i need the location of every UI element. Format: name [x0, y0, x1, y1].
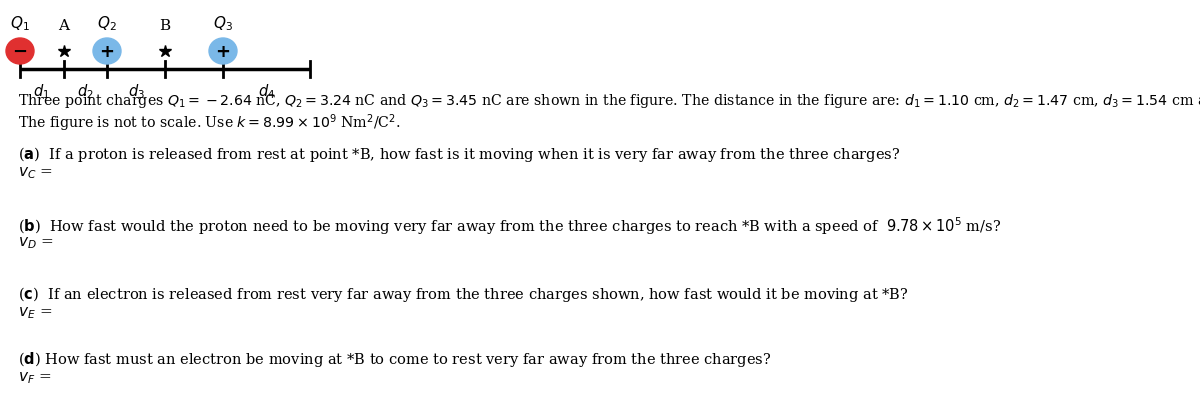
Text: $Q_3$: $Q_3$	[214, 14, 233, 33]
Text: $d_4$: $d_4$	[258, 82, 275, 101]
Text: $d_1$: $d_1$	[34, 82, 50, 101]
Ellipse shape	[209, 39, 238, 65]
Text: Three point charges $Q_1 = -2.64$ nC, $Q_2 = 3.24$ nC and $Q_3 = 3.45$ nC are sh: Three point charges $Q_1 = -2.64$ nC, $Q…	[18, 92, 1200, 110]
Text: $v_F$ =: $v_F$ =	[18, 369, 52, 385]
Text: ($\mathbf{d}$) How fast must an electron be moving at *B to come to rest very fa: ($\mathbf{d}$) How fast must an electron…	[18, 349, 772, 368]
Text: ($\mathbf{c}$)  If an electron is released from rest very far away from the thre: ($\mathbf{c}$) If an electron is release…	[18, 284, 908, 303]
Text: −: −	[12, 43, 28, 61]
Ellipse shape	[94, 39, 121, 65]
Text: A: A	[58, 19, 70, 33]
Text: $v_D$ =: $v_D$ =	[18, 234, 54, 250]
Text: ($\mathbf{b}$)  How fast would the proton need to be moving very far away from t: ($\mathbf{b}$) How fast would the proton…	[18, 214, 1001, 236]
Text: $v_E$ =: $v_E$ =	[18, 304, 53, 320]
Text: $v_C$ =: $v_C$ =	[18, 164, 53, 180]
Text: $d_2$: $d_2$	[77, 82, 94, 101]
Text: B: B	[160, 19, 170, 33]
Text: ($\mathbf{a}$)  If a proton is released from rest at point *B, how fast is it mo: ($\mathbf{a}$) If a proton is released f…	[18, 145, 900, 164]
Text: +: +	[216, 43, 230, 61]
Ellipse shape	[6, 39, 34, 65]
Text: The figure is not to scale. Use $k = 8.99 \times 10^9$ Nm$^2$/C$^2$.: The figure is not to scale. Use $k = 8.9…	[18, 112, 401, 133]
Text: $Q_1$: $Q_1$	[10, 14, 30, 33]
Text: $d_3$: $d_3$	[127, 82, 144, 101]
Text: +: +	[100, 43, 114, 61]
Text: $Q_2$: $Q_2$	[97, 14, 116, 33]
